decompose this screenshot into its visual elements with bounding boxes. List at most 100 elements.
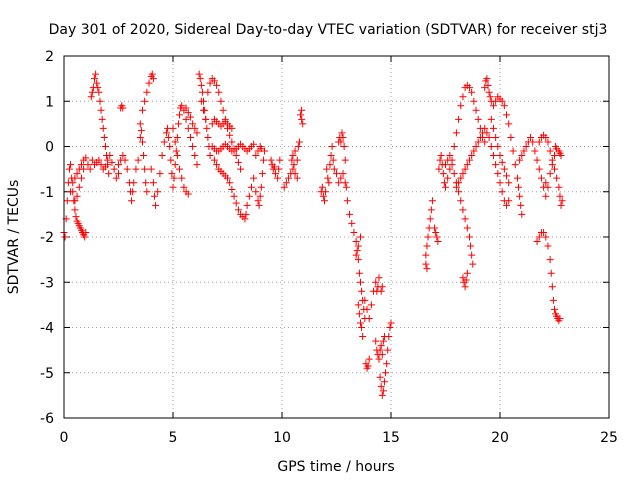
data-point: [555, 183, 563, 191]
data-point: [472, 106, 480, 114]
data-point: [242, 210, 250, 218]
data-point: [182, 115, 190, 123]
data-point: [172, 147, 180, 155]
data-point: [517, 201, 525, 209]
data-point: [518, 152, 526, 160]
data-point: [274, 174, 282, 182]
data-point: [84, 161, 92, 169]
data-point: [166, 143, 174, 150]
data-point: [121, 156, 129, 164]
data-point: [498, 97, 506, 105]
data-point: [474, 115, 482, 123]
data-point: [431, 224, 439, 232]
data-point: [254, 197, 262, 205]
data-point: [154, 188, 162, 196]
data-point: [71, 206, 79, 214]
data-point: [442, 183, 449, 191]
y-tick-label: -6: [40, 411, 54, 427]
data-point: [376, 346, 384, 354]
data-point: [486, 93, 494, 101]
data-point: [465, 156, 473, 164]
data-point: [494, 143, 502, 150]
data-point: [384, 346, 392, 354]
data-point: [487, 115, 495, 123]
data-point: [250, 140, 258, 148]
data-point: [375, 274, 383, 282]
data-point: [341, 179, 349, 187]
data-point: [444, 156, 452, 164]
data-point: [289, 165, 297, 173]
data-point: [468, 251, 476, 259]
grid-layer: [64, 56, 609, 418]
data-point: [152, 201, 160, 209]
y-tick-label: 0: [45, 140, 54, 156]
data-point: [339, 133, 347, 141]
data-point: [446, 165, 454, 173]
data-point: [476, 133, 484, 141]
data-point: [505, 179, 513, 187]
data-point: [455, 179, 463, 187]
data-point: [293, 174, 301, 182]
data-point: [496, 179, 504, 187]
data-point: [533, 238, 541, 246]
data-point: [191, 124, 199, 132]
data-point: [169, 124, 177, 132]
data-point: [290, 161, 298, 169]
data-point: [551, 305, 558, 313]
data-point: [291, 170, 299, 178]
y-tick-label: -3: [40, 275, 54, 291]
data-point: [531, 147, 539, 155]
data-point: [546, 147, 554, 155]
data-point: [67, 161, 75, 169]
data-point: [500, 165, 508, 173]
data-point: [158, 152, 166, 160]
data-point: [546, 256, 554, 264]
data-point: [189, 120, 197, 128]
data-point: [271, 170, 279, 178]
data-point: [446, 152, 454, 160]
data-point: [95, 88, 103, 96]
data-point: [426, 215, 434, 223]
data-point: [356, 233, 364, 241]
data-point: [232, 152, 240, 160]
data-point: [511, 161, 519, 169]
data-point: [324, 174, 332, 182]
data-point: [556, 192, 564, 200]
data-point: [485, 88, 493, 96]
data-point: [346, 210, 354, 218]
data-point: [537, 174, 545, 182]
data-point: [433, 233, 441, 241]
data-point: [489, 124, 497, 132]
data-point: [330, 165, 338, 173]
data-point: [337, 174, 345, 182]
data-point: [444, 174, 452, 182]
data-point: [487, 143, 495, 150]
data-point: [106, 152, 114, 160]
data-point: [489, 152, 497, 160]
data-point: [354, 256, 362, 264]
x-tick-label: 5: [169, 430, 178, 446]
data-point: [358, 324, 366, 331]
data-point: [257, 145, 265, 153]
data-point: [63, 197, 71, 205]
data-point: [375, 355, 383, 363]
data-point: [542, 233, 550, 241]
data-point: [97, 161, 105, 169]
data-point: [174, 120, 182, 128]
data-point: [509, 147, 517, 155]
data-point: [535, 233, 543, 241]
data-point: [210, 156, 218, 164]
data-point: [350, 228, 358, 236]
data-point: [204, 133, 212, 141]
x-tick-label: 15: [382, 430, 400, 446]
data-point: [469, 260, 477, 268]
chart-title: Day 301 of 2020, Sidereal Day-to-day VTE…: [49, 22, 608, 38]
data-point: [551, 165, 558, 173]
y-tick-label: 2: [45, 49, 54, 65]
data-point: [104, 156, 112, 164]
data-point: [182, 104, 190, 112]
data-point: [169, 183, 177, 191]
data-point: [492, 161, 500, 169]
data-point: [341, 156, 349, 164]
data-point: [267, 156, 275, 164]
